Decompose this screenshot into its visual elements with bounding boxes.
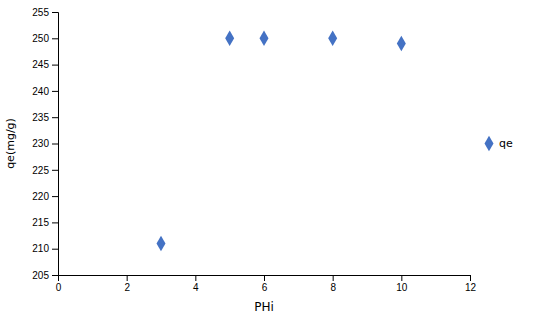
legend-marker (485, 136, 494, 152)
tick: 225 (32, 165, 58, 176)
tick-mark (195, 275, 196, 281)
tick: 210 (32, 243, 58, 254)
tick-label: 225 (32, 165, 49, 176)
tick-label: 8 (330, 282, 336, 293)
axis-line (52, 13, 59, 276)
tick-label: 12 (465, 282, 477, 293)
tick-label: 250 (32, 33, 49, 44)
tick: 255 (32, 7, 58, 18)
legend-label: qe (499, 137, 513, 150)
tick-mark (52, 170, 58, 171)
tick-label: 210 (32, 243, 49, 254)
tick: 0 (56, 275, 62, 293)
chart: 0246810122052102152202252302352402452502… (0, 0, 540, 319)
tick-mark (52, 38, 58, 39)
tick-mark (264, 275, 265, 281)
tick-mark (470, 275, 471, 281)
tick-label: 0 (56, 282, 62, 293)
tick: 230 (32, 138, 58, 149)
plot: 0246810122052102152202252302352402452502… (32, 7, 476, 293)
y-axis: 205 210 215 220 225 230 235 240 245 250 255 (32, 7, 58, 281)
tick: 245 (32, 59, 58, 70)
tick: 240 (32, 86, 58, 97)
tick-mark (401, 275, 402, 281)
tick-label: 4 (193, 282, 199, 293)
tick: 215 (32, 217, 58, 228)
tick: 2 (124, 275, 130, 293)
tick: 12 (465, 275, 477, 293)
tick-label: 6 (262, 282, 268, 293)
tick-label: 255 (32, 7, 49, 18)
tick-label: 220 (32, 191, 49, 202)
point (328, 31, 337, 47)
tick-mark (127, 275, 128, 281)
legend: qe (485, 136, 513, 152)
point (225, 31, 234, 47)
tick-mark (52, 275, 58, 276)
tick-mark (52, 222, 58, 223)
y-axis-title: qe(mg/g) (4, 118, 17, 169)
tick-mark (52, 12, 58, 13)
tick: 10 (396, 275, 408, 293)
tick-label: 215 (32, 217, 49, 228)
tick: 8 (330, 275, 336, 293)
tick: 235 (32, 112, 58, 123)
tick: 250 (32, 33, 58, 44)
axis-line (59, 276, 471, 282)
tick-mark (52, 249, 58, 250)
tick: 4 (193, 275, 199, 293)
tick-mark (52, 65, 58, 66)
tick-mark (52, 91, 58, 92)
tick-mark (52, 144, 58, 145)
tick-label: 235 (32, 112, 49, 123)
tick: 205 (32, 270, 58, 281)
x-axis-title: PHi (254, 300, 274, 314)
point (397, 36, 406, 52)
x-axis: 0 2 4 6 8 10 12 (56, 275, 477, 293)
tick-label: 10 (396, 282, 408, 293)
tick: 6 (262, 275, 268, 293)
tick-label: 240 (32, 86, 49, 97)
tick-label: 230 (32, 138, 49, 149)
point (260, 31, 269, 47)
tick-mark (52, 117, 58, 118)
tick-label: 245 (32, 59, 49, 70)
tick-label: 2 (124, 282, 130, 293)
point (157, 236, 166, 252)
tick-mark (333, 275, 334, 281)
tick-mark (52, 196, 58, 197)
tick-label: 205 (32, 270, 49, 281)
points (157, 31, 406, 252)
tick: 220 (32, 191, 58, 202)
